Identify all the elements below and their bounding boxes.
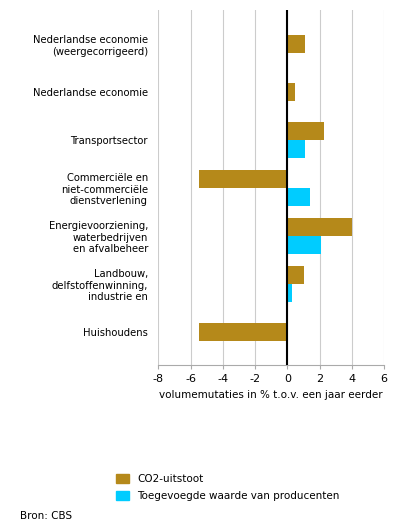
Bar <box>287 122 324 140</box>
Legend: CO2-uitstoot, Toegevoegde waarde van producenten: CO2-uitstoot, Toegevoegde waarde van pro… <box>116 474 339 501</box>
X-axis label: volumemutaties in % t.o.v. een jaar eerder: volumemutaties in % t.o.v. een jaar eerd… <box>160 390 383 400</box>
Bar <box>199 323 287 341</box>
Bar <box>199 170 287 188</box>
Bar <box>287 140 305 158</box>
Text: Bron: CBS: Bron: CBS <box>20 512 72 521</box>
Bar <box>287 35 305 53</box>
Bar <box>287 284 292 302</box>
Bar <box>287 83 295 101</box>
Bar <box>287 188 310 206</box>
Bar <box>287 266 303 284</box>
Bar <box>287 236 321 254</box>
Bar <box>287 218 352 236</box>
